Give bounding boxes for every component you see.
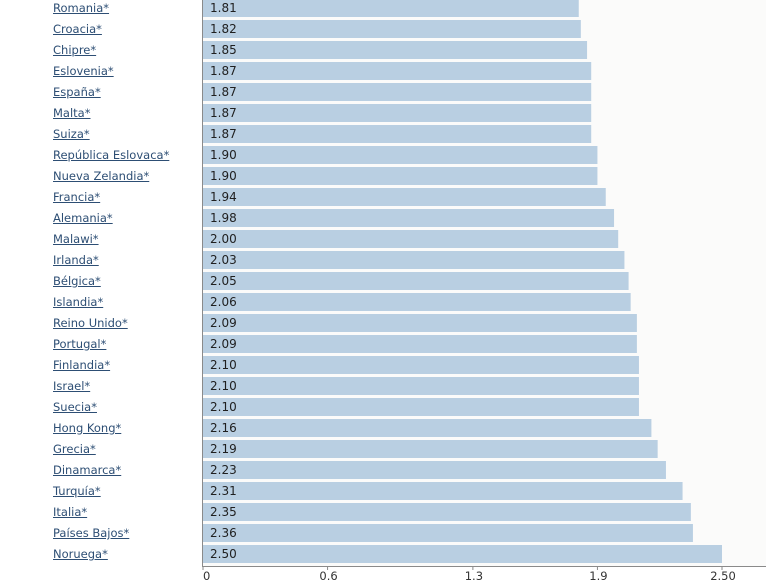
bar-value-label: 2.09 [210,316,237,330]
country-link[interactable]: Romania* [53,1,110,15]
bar [203,230,619,248]
bar-value-label: 2.36 [210,526,237,540]
bar-value-label: 1.90 [210,148,237,162]
bar [203,209,615,227]
country-link[interactable]: Reino Unido* [53,316,128,330]
country-link[interactable]: Noruega* [53,547,108,561]
country-link[interactable]: Italia* [53,505,88,519]
country-link[interactable]: Bélgica* [53,274,101,288]
country-link[interactable]: Israel* [53,379,91,393]
x-tick-label: 1.9 [589,569,608,583]
bar-value-label: 2.35 [210,505,237,519]
bar [203,188,606,206]
bar [203,125,592,143]
bar-value-label: 1.98 [210,211,237,225]
bar-value-label: 2.10 [210,358,237,372]
bar-value-label: 2.03 [210,253,237,267]
country-link[interactable]: Turquía* [53,484,101,498]
bar [203,356,639,374]
bar [203,167,598,185]
country-link[interactable]: Francia* [53,190,101,204]
bar-value-label: 2.05 [210,274,237,288]
x-tick-label: 2.50 [710,569,736,583]
bar [203,62,592,80]
country-link[interactable]: Dinamarca* [53,463,122,477]
country-link[interactable]: Nueva Zelandia* [53,169,150,183]
country-link[interactable]: Suiza* [53,127,90,141]
bar-value-label: 2.09 [210,337,237,351]
bar-value-label: 1.82 [210,22,237,36]
bar-value-label: 2.06 [210,295,237,309]
country-link[interactable]: Chipre* [53,43,97,57]
bar [203,461,666,479]
bar-value-label: 2.10 [210,379,237,393]
country-link[interactable]: España* [53,85,101,99]
bar-value-label: 2.19 [210,442,237,456]
bar [203,20,581,38]
bar [203,419,652,437]
bar [203,335,637,353]
country-link[interactable]: Suecia* [53,400,97,414]
bar [203,146,598,164]
bar [203,377,639,395]
bar-value-label: 2.23 [210,463,237,477]
bar [203,83,592,101]
bar [203,545,722,563]
country-link[interactable]: Países Bajos* [53,526,130,540]
x-tick-label: 1.3 [464,569,484,583]
country-link[interactable]: Hong Kong* [53,421,122,435]
country-link[interactable]: Irlanda* [53,253,99,267]
bar-value-label: 2.00 [210,232,237,246]
bar [203,0,579,17]
bar [203,398,639,416]
bar-value-label: 2.16 [210,421,237,435]
bar [203,524,693,542]
bar-value-label: 1.87 [210,127,237,141]
country-link[interactable]: Croacia* [53,22,102,36]
country-link[interactable]: República Eslovaca* [53,148,170,162]
bar-value-label: 2.50 [210,547,237,561]
bar-value-label: 1.94 [210,190,237,204]
bar [203,41,588,59]
bar [203,293,631,311]
bar [203,251,625,269]
bar [203,272,629,290]
country-link[interactable]: Alemania* [53,211,113,225]
x-axis [202,566,766,570]
country-link[interactable]: Islandia* [53,295,104,309]
bar-value-label: 1.87 [210,64,237,78]
bar-value-label: 2.31 [210,484,237,498]
bars-group [203,0,722,563]
bar-value-label: 1.81 [210,1,237,15]
bar [203,314,637,332]
country-link[interactable]: Portugal* [53,337,107,351]
country-link[interactable]: Malawi* [53,232,99,246]
x-tick-label: 0 [203,569,211,583]
country-link[interactable]: Eslovenia* [53,64,114,78]
bar [203,440,658,458]
country-link[interactable]: Finlandia* [53,358,111,372]
bar [203,503,691,521]
bar-value-label: 1.85 [210,43,237,57]
country-link[interactable]: Grecia* [53,442,96,456]
bar-value-label: 1.87 [210,106,237,120]
country-link[interactable]: Malta* [53,106,91,120]
bar [203,482,683,500]
bar-value-label: 1.90 [210,169,237,183]
bar [203,104,592,122]
bar-value-label: 1.87 [210,85,237,99]
bar-value-label: 2.10 [210,400,237,414]
x-tick-label: 0.6 [319,569,338,583]
